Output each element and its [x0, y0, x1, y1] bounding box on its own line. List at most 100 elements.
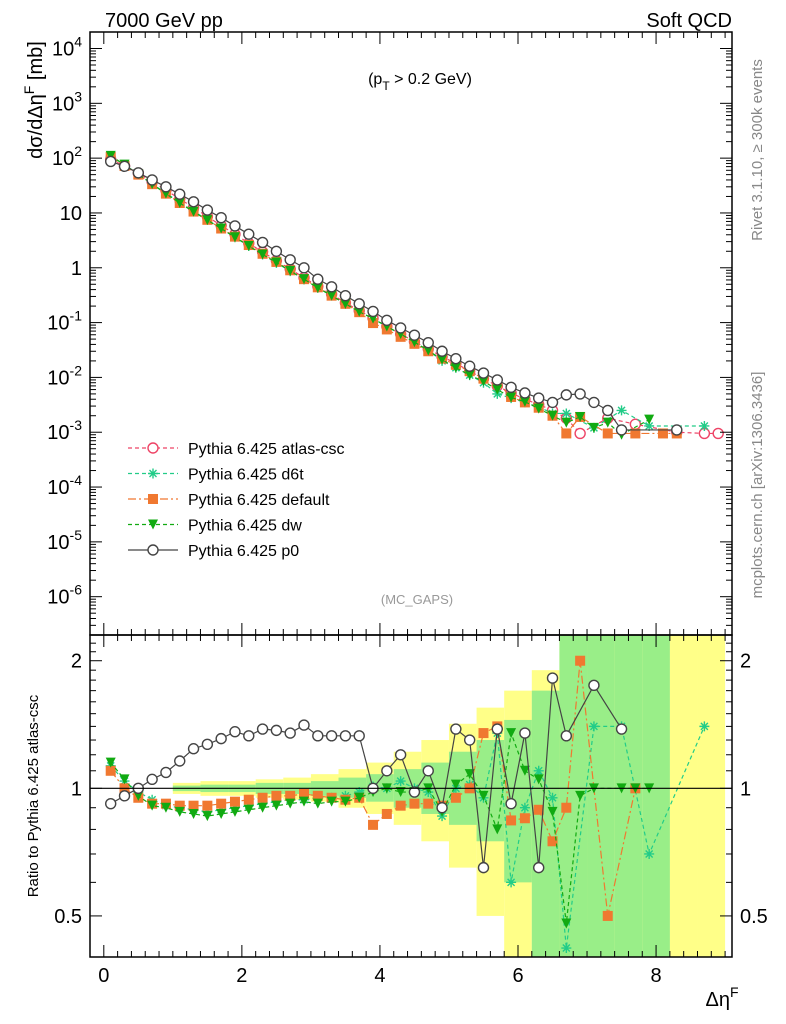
- ratio-point-3-24: [436, 802, 448, 814]
- ratio-point-2-32: [547, 806, 558, 817]
- ratio-point-1-35: [602, 910, 613, 921]
- main-series-line-0: [110, 158, 719, 435]
- main-point-4-23: [422, 336, 434, 349]
- ratio-point-1-22: [409, 798, 420, 809]
- ratio-point-2-15: [312, 798, 323, 809]
- main-series-layer: [105, 150, 724, 440]
- main-point-4-27: [477, 367, 490, 379]
- main-point-3-32: [547, 410, 558, 421]
- ratio-ytick-label-left-0: 0.5: [54, 906, 82, 928]
- ratio-band-1-13: [531, 690, 560, 957]
- ratio-point-0-36: [644, 848, 655, 859]
- main-point-4-20: [381, 314, 393, 327]
- main-ytick-label-10: 10-6: [47, 582, 82, 609]
- ratio-point-2-18: [354, 792, 365, 803]
- ratio-point-1-0: [105, 765, 116, 776]
- ratio-point-3-32: [546, 672, 559, 684]
- ratio-ytick-label-right-1: 1: [740, 778, 751, 800]
- main-point-3-5: [174, 197, 185, 208]
- legend-marker-3: [148, 519, 158, 530]
- main-point-4-30: [519, 387, 531, 399]
- main-point-2-37: [657, 428, 668, 439]
- pt-cut-annotation: (pT > 0.2 GeV): [368, 71, 472, 93]
- ratio-point-1-10: [243, 794, 254, 805]
- ratio-point-3-0: [105, 797, 117, 810]
- main-point-4-35: [588, 396, 600, 409]
- main-point-4-6: [187, 196, 200, 208]
- main-point-3-23: [423, 345, 434, 356]
- ratio-point-2-25: [450, 779, 461, 790]
- ratio-point-1-21: [395, 800, 406, 811]
- x-axis-label: ΔηF: [705, 984, 738, 1011]
- main-series-2: [105, 151, 682, 439]
- main-point-4-26: [463, 360, 476, 372]
- main-point-3-30: [519, 396, 530, 407]
- ratio-ytick-label-right-2: 2: [740, 651, 751, 673]
- ratio-point-2-31: [533, 774, 544, 785]
- main-point-2-35: [602, 428, 613, 439]
- ratio-point-3-18: [353, 730, 365, 742]
- main-point-4-12: [270, 245, 283, 257]
- ratio-point-3-15: [312, 730, 324, 742]
- ratio-ytick-label-left-2: 2: [71, 651, 82, 673]
- ratio-point-0-21: [395, 776, 406, 787]
- main-ytick-label-6: 10-2: [47, 362, 82, 389]
- ratio-point-1-12: [271, 790, 282, 801]
- ratio-point-3-8: [215, 732, 227, 745]
- header-right: Soft QCD: [646, 10, 732, 32]
- ratio-ytick-label-right-0: 0.5: [740, 906, 768, 928]
- main-point-4-3: [146, 174, 158, 186]
- main-ytick-label-9: 10-5: [47, 527, 82, 554]
- ratio-point-2-0: [105, 757, 116, 768]
- x-axis: 0 2 4 6 8: [89, 32, 726, 987]
- ratio-point-1-30: [519, 813, 530, 824]
- main-point-3-16: [326, 290, 337, 301]
- ratio-point-2-11: [257, 802, 268, 813]
- main-point-3-31: [533, 403, 544, 414]
- legend-entry-2: Pythia 6.425 default: [128, 492, 330, 509]
- main-point-4-16: [325, 281, 338, 293]
- header-left: 7000 GeV pp: [105, 10, 223, 32]
- main-point-4-13: [284, 254, 296, 266]
- ratio-point-3-25: [450, 723, 462, 735]
- main-point-4-17: [339, 289, 352, 302]
- main-point-4-33: [560, 389, 573, 401]
- legend-label-0: Pythia 6.425 atlas-csc: [188, 441, 345, 458]
- ratio-point-0-29: [506, 877, 517, 888]
- main-point-4-8: [215, 211, 227, 224]
- main-point-1-37: [699, 420, 710, 431]
- main-point-3-14: [299, 274, 309, 285]
- main-point-3-38: [644, 414, 655, 425]
- ratio-point-1-32: [547, 836, 558, 847]
- side-rivet-label: Rivet 3.1.10, ≥ 300k events: [749, 59, 766, 241]
- main-series-0: [105, 153, 724, 440]
- ratio-series-3: [105, 672, 628, 874]
- ratio-point-2-26: [464, 769, 475, 780]
- main-point-3-33: [561, 417, 572, 428]
- main-point-3-18: [354, 306, 365, 317]
- legend-marker-2: [148, 494, 158, 504]
- main-point-4-2: [132, 167, 145, 179]
- main-point-2-36: [630, 428, 641, 439]
- ratio-point-0-33: [561, 943, 572, 954]
- xtick-label-0: 0: [98, 965, 109, 987]
- ratio-point-2-7: [202, 811, 213, 822]
- main-point-4-31: [533, 392, 545, 404]
- main-point-4-32: [546, 396, 559, 409]
- legend-entry-4: Pythia 6.425 p0: [128, 543, 299, 560]
- main-point-4-7: [201, 204, 214, 216]
- main-ytick-label-2: 102: [52, 143, 82, 170]
- xtick-label-3: 6: [512, 965, 523, 987]
- ratio-band-0-19: [697, 635, 726, 957]
- main-point-3-17: [340, 298, 351, 309]
- ratio-point-3-31: [533, 861, 545, 874]
- ratio-point-1-31: [533, 804, 544, 815]
- ratio-point-0-37: [699, 721, 710, 732]
- ratio-point-3-28: [491, 723, 503, 735]
- legend-entry-0: Pythia 6.425 atlas-csc: [128, 441, 345, 458]
- main-point-3-10: [243, 240, 254, 251]
- ratio-band-1-16: [614, 635, 643, 957]
- analysis-label: (MC_GAPS): [381, 592, 453, 607]
- ratio-point-2-6: [188, 808, 199, 819]
- main-point-1-35: [616, 405, 627, 416]
